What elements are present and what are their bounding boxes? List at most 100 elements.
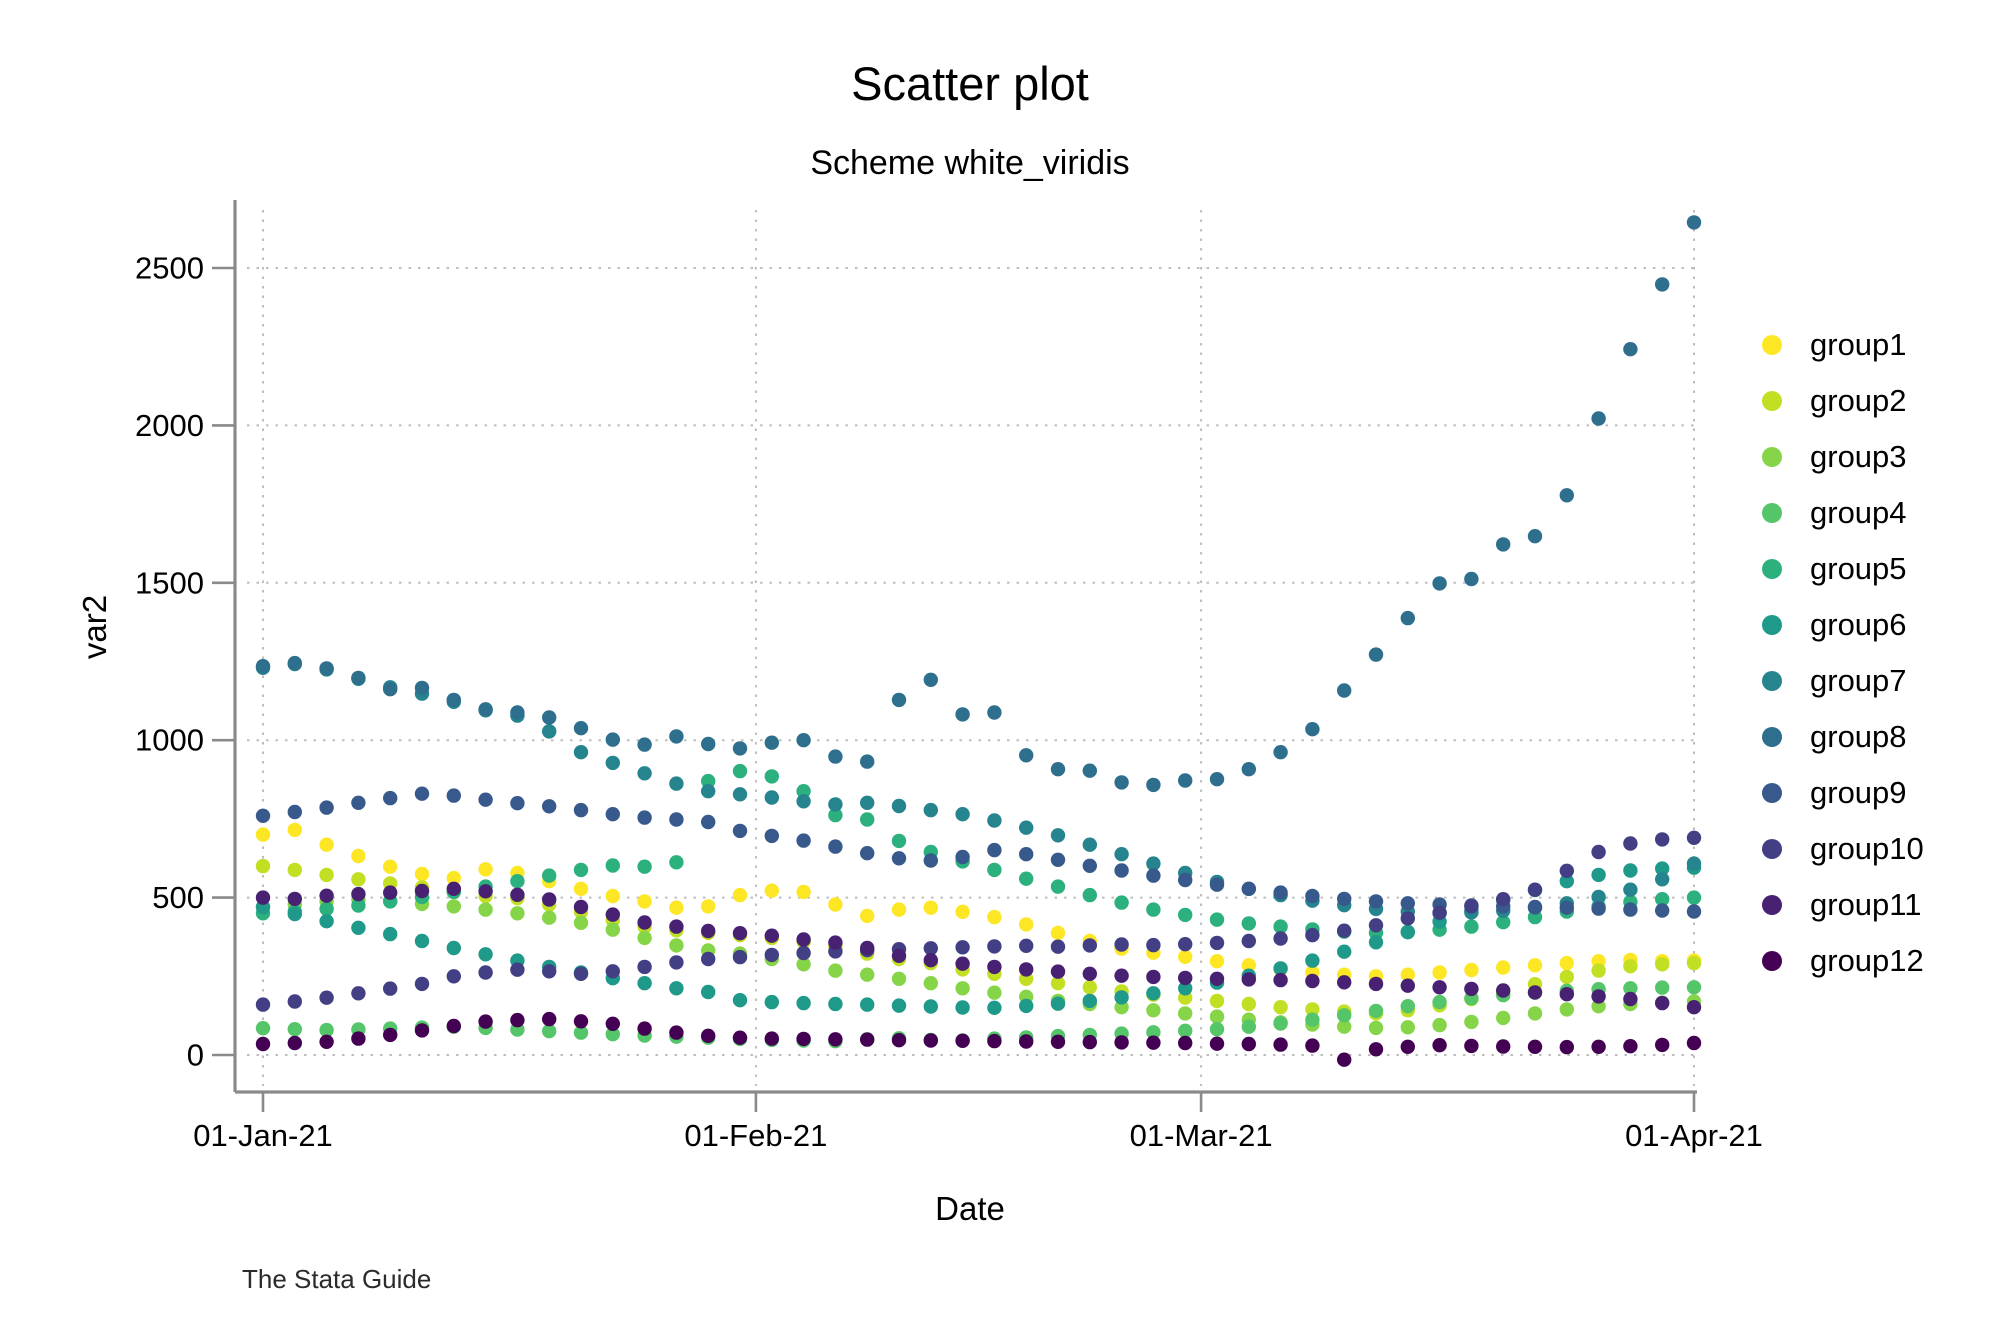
data-point bbox=[860, 795, 875, 810]
legend-item-group6: group6 bbox=[1762, 607, 1924, 642]
data-point bbox=[1591, 411, 1606, 426]
data-point bbox=[1432, 905, 1447, 920]
legend-label: group5 bbox=[1810, 551, 1907, 586]
legend-item-group8: group8 bbox=[1762, 719, 1924, 754]
data-point bbox=[1178, 970, 1193, 986]
data-point bbox=[478, 1014, 493, 1029]
data-point bbox=[923, 953, 938, 968]
data-point bbox=[351, 848, 366, 864]
data-point bbox=[1464, 1038, 1479, 1054]
data-point bbox=[1050, 879, 1066, 894]
legend-label: group3 bbox=[1810, 439, 1907, 474]
data-point bbox=[1368, 935, 1384, 950]
data-point bbox=[1082, 966, 1098, 981]
data-point bbox=[987, 813, 1002, 828]
data-point bbox=[1527, 958, 1543, 973]
data-point bbox=[1146, 777, 1161, 793]
legend-label: group7 bbox=[1810, 663, 1907, 698]
data-point bbox=[1496, 960, 1511, 975]
data-point bbox=[1050, 996, 1066, 1011]
data-point bbox=[1337, 975, 1352, 990]
data-point bbox=[1241, 916, 1257, 931]
data-point bbox=[828, 749, 843, 764]
data-point bbox=[1368, 647, 1384, 662]
data-point bbox=[1686, 830, 1702, 845]
legend-marker-icon bbox=[1762, 391, 1782, 411]
data-point bbox=[1432, 994, 1447, 1010]
y-tick-label: 1500 bbox=[135, 565, 204, 600]
data-point bbox=[923, 672, 938, 687]
data-point bbox=[923, 853, 938, 868]
data-point bbox=[319, 990, 334, 1005]
data-point bbox=[1400, 999, 1416, 1014]
legend-marker-icon bbox=[1762, 447, 1782, 467]
data-point bbox=[1114, 895, 1129, 910]
data-point bbox=[701, 984, 716, 1000]
data-point bbox=[573, 966, 589, 981]
data-point bbox=[1400, 967, 1416, 982]
x-tick-label: 01-Feb-21 bbox=[684, 1118, 827, 1153]
data-point bbox=[1527, 1039, 1543, 1055]
data-point bbox=[701, 814, 716, 830]
legend-item-group7: group7 bbox=[1762, 663, 1924, 698]
legend-item-group3: group3 bbox=[1762, 439, 1924, 474]
data-point bbox=[1337, 944, 1352, 959]
data-point bbox=[1209, 1009, 1225, 1024]
data-point bbox=[1464, 981, 1479, 997]
data-point bbox=[1114, 990, 1129, 1005]
data-point bbox=[1241, 881, 1257, 896]
data-point bbox=[1241, 1036, 1257, 1052]
data-point bbox=[637, 915, 652, 930]
y-tick-label: 1000 bbox=[135, 723, 204, 758]
data-point bbox=[923, 976, 938, 991]
data-point bbox=[955, 1000, 970, 1015]
data-point bbox=[1559, 969, 1575, 985]
data-point bbox=[414, 866, 430, 882]
data-point bbox=[987, 985, 1002, 1000]
data-point bbox=[605, 922, 620, 937]
data-point bbox=[669, 938, 684, 953]
data-point bbox=[446, 899, 461, 914]
data-point bbox=[1559, 874, 1575, 889]
data-point bbox=[796, 995, 811, 1011]
data-point bbox=[1305, 722, 1320, 737]
data-point bbox=[764, 928, 779, 943]
data-point bbox=[1655, 277, 1670, 292]
data-point bbox=[1623, 959, 1638, 974]
y-tick-label: 0 bbox=[187, 1038, 204, 1073]
data-point bbox=[1018, 820, 1034, 835]
data-point bbox=[1655, 903, 1670, 918]
data-point bbox=[319, 1022, 334, 1038]
data-point bbox=[1559, 1002, 1575, 1017]
data-point bbox=[1082, 837, 1098, 852]
data-point bbox=[542, 799, 557, 814]
data-point bbox=[1686, 856, 1702, 871]
y-tick-label: 2500 bbox=[135, 251, 204, 286]
data-point bbox=[1114, 937, 1129, 952]
data-point bbox=[1305, 953, 1320, 968]
data-point bbox=[1178, 949, 1193, 964]
data-point bbox=[542, 964, 557, 979]
data-point bbox=[764, 994, 779, 1010]
data-point bbox=[1082, 980, 1098, 995]
data-point bbox=[1527, 899, 1543, 915]
data-point bbox=[1686, 215, 1702, 230]
data-point bbox=[446, 969, 461, 984]
data-point bbox=[1082, 993, 1098, 1009]
data-point bbox=[319, 800, 334, 815]
legend-label: group9 bbox=[1810, 775, 1907, 810]
data-point bbox=[1273, 885, 1288, 900]
data-point bbox=[414, 933, 430, 949]
data-point bbox=[891, 833, 907, 849]
data-point bbox=[1241, 972, 1257, 987]
data-point bbox=[955, 849, 970, 865]
data-point bbox=[605, 807, 620, 822]
data-point bbox=[860, 908, 875, 924]
legend-item-group4: group4 bbox=[1762, 495, 1924, 530]
data-point bbox=[701, 923, 716, 939]
series-group1 bbox=[255, 822, 1702, 984]
series-group4 bbox=[255, 980, 1702, 1049]
legend-label: group12 bbox=[1810, 943, 1924, 978]
data-point bbox=[414, 883, 430, 899]
data-point bbox=[1368, 1003, 1384, 1019]
